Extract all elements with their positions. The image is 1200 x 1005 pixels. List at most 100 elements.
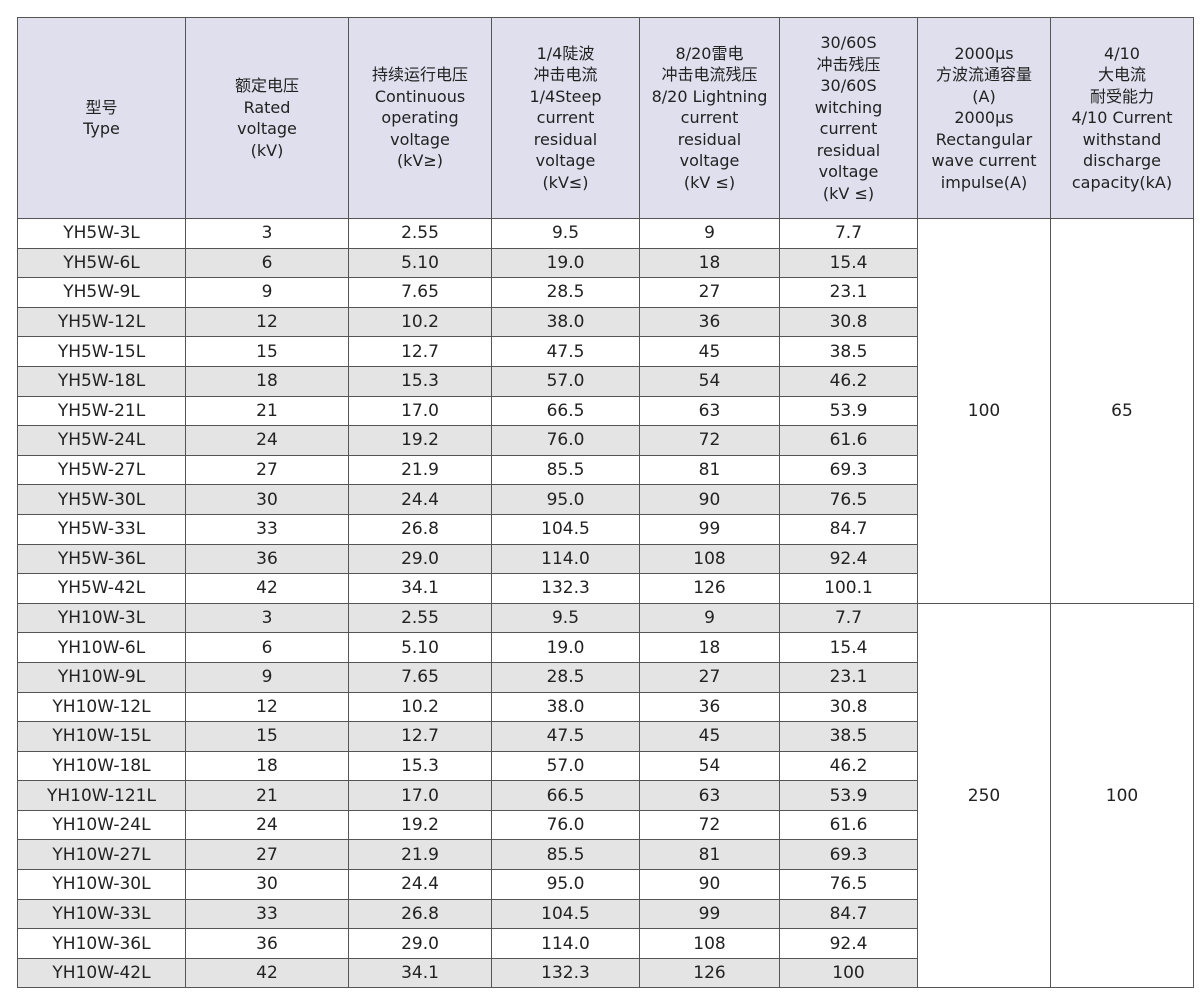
cell: YH5W-30L: [17, 484, 186, 515]
cell: 9: [185, 277, 349, 308]
cell: 27: [639, 277, 780, 308]
cell: 54: [639, 365, 780, 397]
cell: 3: [185, 218, 349, 249]
table-row: YH10W-42L 42 34.1 132.3 126 100: [17, 957, 1194, 989]
cell: 19.0: [491, 247, 640, 279]
cell: YH10W-24L: [17, 809, 186, 841]
header-line: 大电流: [1097, 65, 1146, 85]
header-line: voltage: [535, 151, 596, 171]
cell: 9: [639, 218, 780, 249]
cell: 66.5: [491, 780, 640, 811]
cell: 12: [185, 306, 349, 338]
cell: 81: [639, 454, 780, 486]
cell: 61.6: [779, 809, 918, 841]
cell: 19.2: [348, 809, 492, 841]
cell: YH10W-9L: [17, 661, 186, 693]
cell: 53.9: [779, 395, 918, 427]
cell: YH5W-24L: [17, 425, 186, 456]
cell: YH10W-18L: [17, 750, 186, 782]
cell: 81: [639, 839, 780, 871]
header-line: capacity(kA): [1071, 172, 1173, 192]
header-cell: 持续运行电压 Continuous operating voltage (kV≥): [348, 17, 492, 219]
cell: 85.5: [491, 839, 640, 871]
cell: 36: [639, 306, 780, 338]
header-line: (kV ≤): [822, 183, 875, 203]
cell: 34.1: [348, 573, 492, 604]
cell: 99: [639, 513, 780, 545]
merged-cell: 100: [917, 218, 1051, 604]
header-line: 8/20雷电: [675, 43, 744, 63]
cell: 42: [185, 957, 349, 989]
cell: 5.10: [348, 247, 492, 279]
cell: 30.8: [779, 691, 918, 723]
cell: 2.55: [348, 602, 492, 634]
cell: 9: [639, 602, 780, 634]
header-cell: 8/20雷电 冲击电流残压 8/20 Lightning current residua…: [639, 17, 780, 219]
cell: 38.0: [491, 306, 640, 338]
cell: 36: [185, 928, 349, 959]
header-line: 持续运行电压: [371, 65, 468, 85]
header-cell: 型号 Type: [17, 17, 186, 219]
cell: 34.1: [348, 957, 492, 989]
header-line: 冲击残压: [816, 54, 881, 74]
cell: 95.0: [491, 484, 640, 515]
cell: 15.3: [348, 750, 492, 782]
cell: YH5W-6L: [17, 247, 186, 279]
cell: 7.65: [348, 661, 492, 693]
header-line: 型号: [85, 97, 118, 117]
cell: YH5W-18L: [17, 365, 186, 397]
header-line: 方波流通容量: [935, 65, 1032, 85]
cell: 30.8: [779, 306, 918, 338]
header-line: (A): [972, 86, 996, 106]
cell: 27: [185, 454, 349, 486]
table-row: YH5W-3L 3 2.55 9.5 9 7.7 100 65: [17, 218, 1194, 604]
header-line: current: [536, 108, 595, 128]
header-line: 冲击电流: [533, 65, 598, 85]
header-line: 2000μs: [954, 108, 1014, 128]
header-line: 4/10 Current: [1071, 108, 1173, 128]
cell: 63: [639, 395, 780, 427]
cell: 6: [185, 247, 349, 279]
header-line: 8/20 Lightning: [651, 86, 768, 106]
table-row: YH10W-121L 21 17.0 66.5 63 53.9: [17, 780, 1194, 811]
table-row: YH10W-12L 12 10.2 38.0 36 30.8: [17, 691, 1194, 723]
cell: YH10W-33L: [17, 898, 186, 930]
cell: YH5W-12L: [17, 306, 186, 338]
cell: 108: [639, 928, 780, 959]
table-row: YH10W-9L 9 7.65 28.5 27 23.1: [17, 661, 1194, 693]
cell: 114.0: [491, 928, 640, 959]
cell: 26.8: [348, 513, 492, 545]
cell: 114.0: [491, 543, 640, 575]
cell: 27: [185, 839, 349, 871]
cell: 33: [185, 513, 349, 545]
cell: 29.0: [348, 928, 492, 959]
cell: 33: [185, 898, 349, 930]
cell: YH10W-3L: [17, 602, 186, 634]
cell: 9.5: [491, 602, 640, 634]
cell: 76.0: [491, 809, 640, 841]
cell: 7.7: [779, 602, 918, 634]
cell: 90: [639, 869, 780, 900]
table-row: YH5W-30L 30 24.4 95.0 90 76.5: [17, 484, 1194, 515]
cell: 126: [639, 573, 780, 604]
cell: 7.65: [348, 277, 492, 308]
table-row: YH5W-6L 6 5.10 19.0 18 15.4: [17, 247, 1194, 279]
cell: 23.1: [779, 661, 918, 693]
merged-cell: 65: [1050, 218, 1194, 604]
cell: 24.4: [348, 484, 492, 515]
cell: 90: [639, 484, 780, 515]
cell: 84.7: [779, 898, 918, 930]
header-line: (kV ≤): [683, 172, 736, 192]
table-row: YH10W-3L 3 2.55 9.5 9 7.7 250 100: [17, 602, 1194, 989]
cell: 36: [639, 691, 780, 723]
header-line: impulse(A): [940, 172, 1028, 192]
header-line: Rectangular: [935, 129, 1033, 149]
cell: 28.5: [491, 277, 640, 308]
cell: YH10W-27L: [17, 839, 186, 871]
header-cell: 30/60S 冲击残压 30/60S witching current residual v…: [779, 17, 918, 219]
cell: 30: [185, 869, 349, 900]
header-line: 4/10: [1104, 43, 1140, 63]
cell: YH10W-12L: [17, 691, 186, 723]
cell: 7.7: [779, 218, 918, 249]
cell: 24: [185, 809, 349, 841]
